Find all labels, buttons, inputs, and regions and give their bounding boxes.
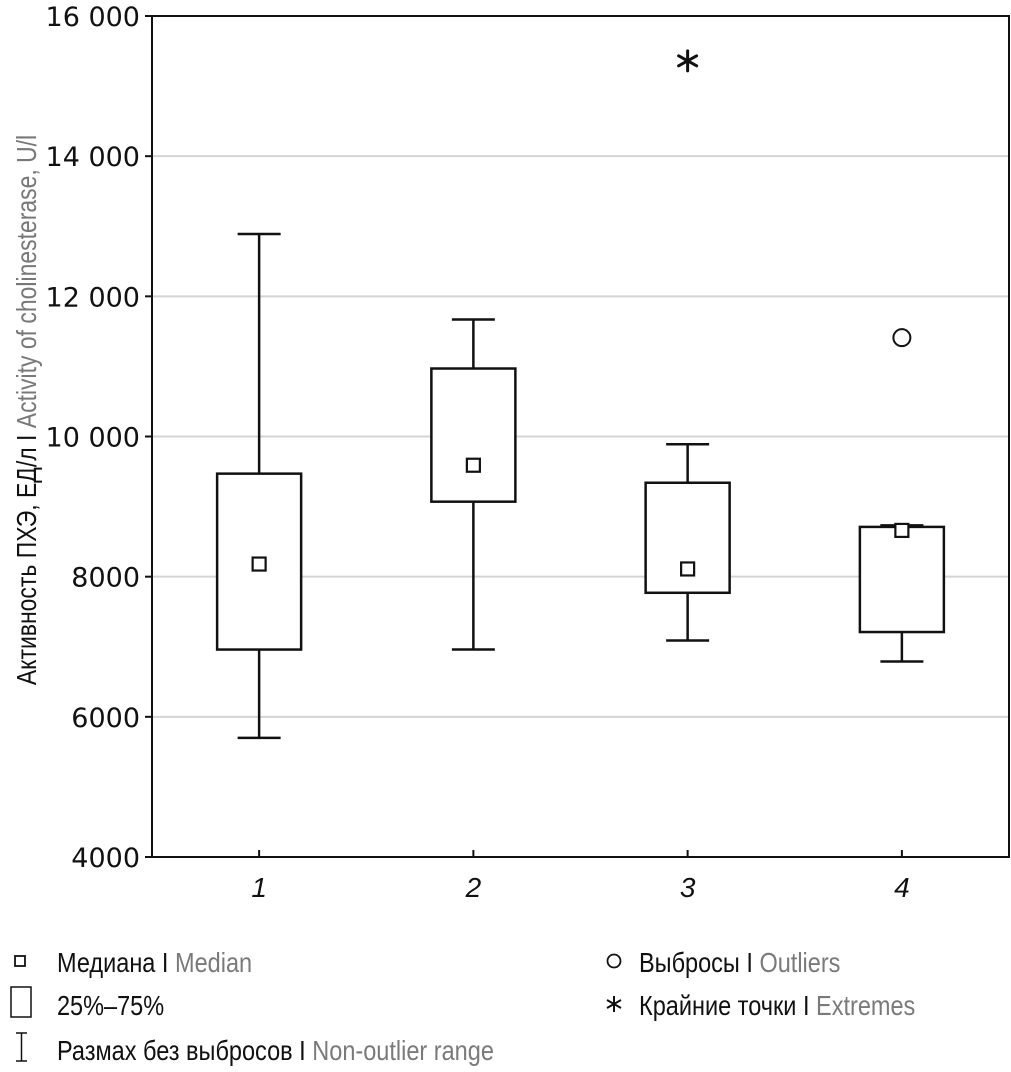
y-tick-label: 14 000: [46, 142, 140, 173]
median-square-icon: [14, 955, 26, 967]
extreme-stroke: [677, 54, 699, 68]
asterisk-icon: [606, 996, 622, 1012]
y-tick-label: 8000: [71, 563, 140, 594]
y-tick-label: 16 000: [46, 2, 140, 33]
legend-label-en: Non-outlier range: [312, 1036, 494, 1066]
legend-label-en: Median: [175, 948, 252, 978]
box-group-1: [215, 232, 303, 740]
x-tick-label: 4: [894, 872, 910, 903]
svg-text:Размах без выбросов I: Размах без выбросов I Non-outlier range: [57, 1036, 494, 1066]
legend-separator: I: [299, 1036, 306, 1066]
iqr-box: [430, 367, 517, 503]
y-tick-label: 6000: [71, 703, 140, 734]
extreme-point: [677, 49, 699, 73]
iqr-box: [858, 525, 946, 634]
plot-frame: [151, 15, 1010, 858]
x-tick-label: 1: [251, 872, 267, 903]
outlier-circle-icon: [606, 953, 622, 969]
x-tick-label: 3: [680, 872, 696, 903]
y-tick-label: 12 000: [46, 282, 140, 313]
svg-text:Медиана I Medi: Медиана I Median: [57, 948, 252, 978]
svg-text:Выбросы I Outl: Выбросы I Outliers: [639, 948, 840, 978]
legend-label-ru: 25%–75%: [57, 991, 164, 1021]
legend-label-ru: Медиана: [57, 948, 156, 978]
x-tick-label: 2: [465, 872, 482, 903]
y-axis-label-ru: Активность ПХЭ, ЕД/л: [12, 447, 43, 685]
legend-label-en: Outliers: [759, 948, 840, 978]
median-marker: [251, 556, 267, 572]
y-axis-label-separator: I: [12, 435, 43, 441]
whisker-icon: [16, 1032, 27, 1062]
legend-item-whisker: Размах без выбросов I Non-outlier range: [16, 1032, 494, 1066]
box-icon: [10, 986, 32, 1018]
y-axis-label: Активность ПХЭ, ЕД/л I Activity of choli…: [12, 135, 43, 685]
box-group-3: [644, 49, 731, 642]
legend-item-box: 25%–75%: [10, 986, 164, 1021]
legend-item-extremes: Крайние точки I Extremes: [606, 991, 915, 1021]
legend-separator: I: [746, 948, 753, 978]
x-axis-ticks: 1 2 3 4: [251, 850, 910, 903]
box-group-2: [430, 318, 517, 651]
median-marker: [680, 561, 696, 577]
legend-label-ru: Крайние точки: [639, 991, 796, 1021]
box-group-4: [858, 328, 946, 663]
median-marker: [465, 457, 481, 473]
outlier-point: [892, 328, 912, 348]
y-axis-label-en: Activity of cholinesterase, U/l: [12, 135, 43, 428]
legend-separator: I: [803, 991, 810, 1021]
svg-text:25%–75%: 25%–75%: [57, 991, 164, 1021]
legend-label-ru: Размах без выбросов: [57, 1036, 293, 1066]
boxes: [215, 49, 946, 740]
legend-label-en: Extremes: [816, 991, 915, 1021]
legend: Медиана I Median 25%–75% Размах без выбр…: [10, 948, 915, 1066]
y-tick-label: 4000: [71, 843, 140, 874]
y-tick-label: 10 000: [46, 423, 140, 454]
y-axis-ticks: 4000 6000 8000 10 000 12 000 14 000 16 000: [46, 2, 152, 874]
median-marker: [894, 522, 910, 539]
legend-label-ru: Выбросы: [639, 948, 740, 978]
legend-item-outliers: Выбросы I Outliers: [606, 948, 840, 978]
legend-item-median: Медиана I Median: [14, 948, 252, 978]
legend-separator: I: [162, 948, 169, 978]
svg-text:Крайние точки I: Крайние точки I Extremes: [639, 991, 915, 1021]
